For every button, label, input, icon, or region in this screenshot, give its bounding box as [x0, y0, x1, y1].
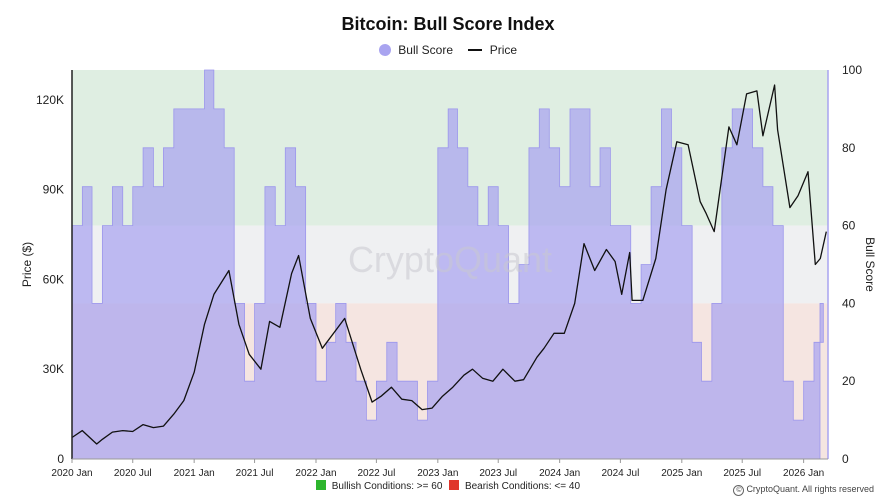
legend-label-bull-score: Bull Score [398, 42, 453, 57]
left-tick-label: 30K [43, 362, 64, 376]
right-tick-label: 0 [842, 452, 849, 466]
right-tick-label: 100 [842, 63, 862, 77]
x-tick-label: 2025 Jul [723, 468, 761, 479]
legend-item-bull-score[interactable]: Bull Score [378, 42, 453, 57]
right-axis-title: Bull Score [863, 237, 877, 292]
legend-swatch-price [468, 48, 483, 51]
x-tick-label: 2025 Jan [661, 468, 702, 479]
x-tick-label: 2023 Jul [479, 468, 517, 479]
left-tick-label: 120K [36, 93, 64, 107]
chart-title: Bitcoin: Bull Score Index [341, 14, 555, 34]
bearish-label: Bearish Conditions: <= 40 [464, 481, 581, 492]
x-tick-label: 2022 Jul [357, 468, 395, 479]
x-tick-label: 2022 Jan [295, 468, 336, 479]
bullish-swatch [315, 480, 326, 490]
x-tick-label: 2021 Jan [174, 468, 215, 479]
right-tick-label: 20 [842, 374, 856, 388]
bearish-swatch [449, 480, 460, 490]
copyright-icon: © [733, 485, 745, 496]
left-tick-label: 60K [43, 272, 64, 286]
left-axis-title: Price ($) [20, 242, 34, 287]
copyright-text: CryptoQuant. All rights reserved [746, 484, 874, 494]
legend-label-price: Price [489, 42, 518, 57]
right-tick-label: 40 [842, 296, 856, 310]
x-tick-label: 2023 Jan [417, 468, 458, 479]
x-tick-label: 2024 Jul [601, 468, 639, 479]
left-tick-label: 0 [57, 452, 64, 466]
x-tick-label: 2021 Jul [236, 468, 274, 479]
conditions-legend: Bullish Conditions: >= 60 Bearish Condit… [0, 480, 896, 492]
bullish-label: Bullish Conditions: >= 60 [331, 481, 443, 492]
right-tick-label: 60 [842, 219, 856, 233]
legend-swatch-bull-score [378, 43, 391, 56]
x-tick-label: 2020 Jul [114, 468, 152, 479]
watermark: CryptoQuant [348, 239, 552, 280]
x-tick-label: 2026 Jan [783, 468, 824, 479]
x-tick-label: 2020 Jan [51, 468, 92, 479]
legend-item-price[interactable]: Price [468, 43, 517, 57]
x-tick-label: 2024 Jan [539, 468, 580, 479]
copyright-notice: © CryptoQuant. All rights reserved [733, 484, 874, 496]
bull-score-area [71, 69, 824, 460]
legend: Bull Score Price [0, 42, 896, 57]
price-line [71, 84, 827, 445]
right-tick-label: 80 [842, 141, 856, 155]
left-tick-label: 90K [43, 183, 64, 197]
